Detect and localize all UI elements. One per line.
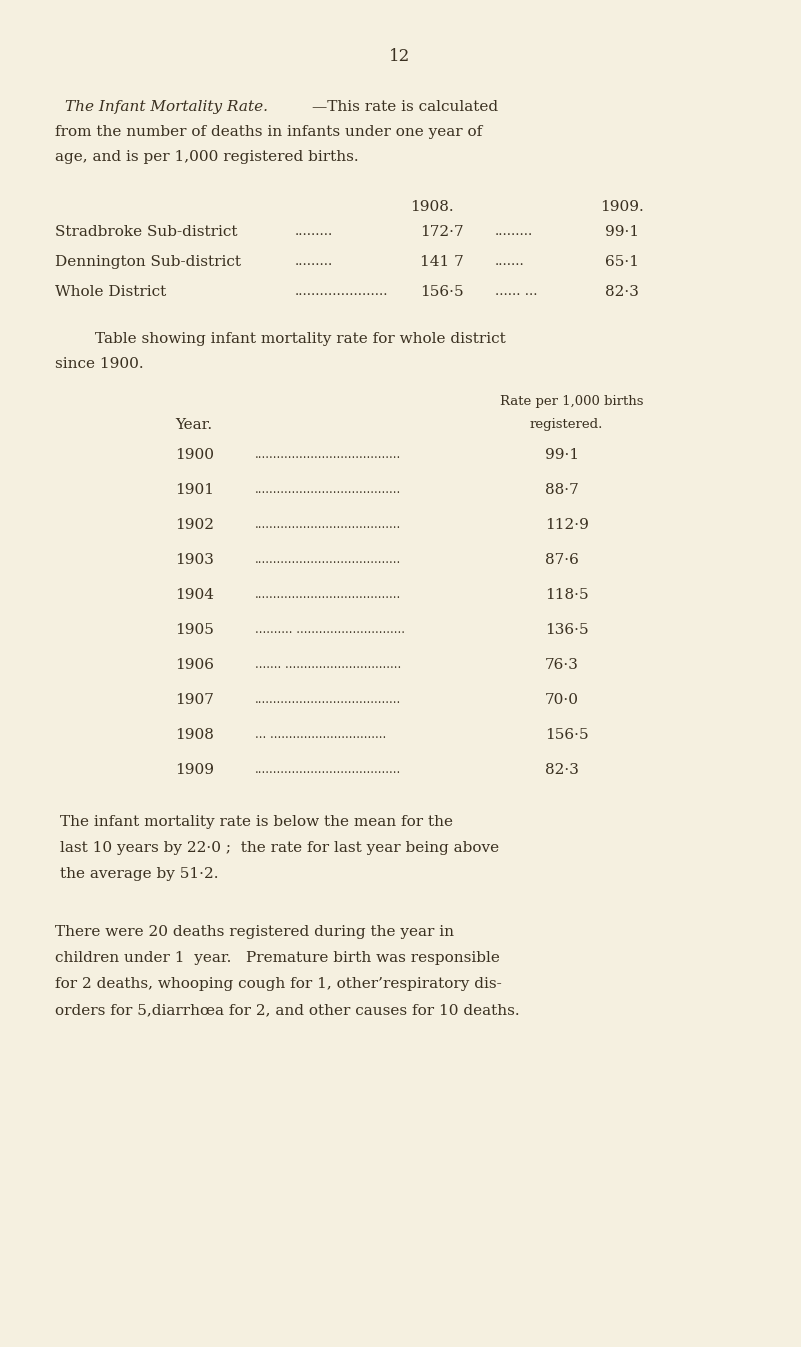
Text: .......................................: ....................................... — [255, 762, 401, 776]
Text: .......................................: ....................................... — [255, 519, 401, 531]
Text: 88·7: 88·7 — [545, 484, 579, 497]
Text: 87·6: 87·6 — [545, 554, 579, 567]
Text: registered.: registered. — [530, 418, 603, 431]
Text: age, and is per 1,000 registered births.: age, and is per 1,000 registered births. — [55, 150, 359, 164]
Text: 99·1: 99·1 — [605, 225, 639, 238]
Text: .........: ......... — [295, 225, 333, 238]
Text: Table showing infant mortality rate for whole district: Table showing infant mortality rate for … — [95, 331, 505, 346]
Text: 99·1: 99·1 — [545, 449, 579, 462]
Text: orders for 5,diarrhœa for 2, and other causes for 10 deaths.: orders for 5,diarrhœa for 2, and other c… — [55, 1004, 520, 1017]
Text: 118·5: 118·5 — [545, 589, 589, 602]
Text: .......................................: ....................................... — [255, 589, 401, 601]
Text: 112·9: 112·9 — [545, 519, 589, 532]
Text: 156·5: 156·5 — [420, 286, 464, 299]
Text: ....... ...............................: ....... ............................... — [255, 657, 401, 671]
Text: The Infant Mortality Rate.: The Infant Mortality Rate. — [65, 100, 268, 114]
Text: ...... ...: ...... ... — [495, 286, 537, 298]
Text: 141 7: 141 7 — [420, 255, 464, 269]
Text: .......................................: ....................................... — [255, 554, 401, 566]
Text: .........: ......... — [495, 225, 533, 238]
Text: Rate per 1,000 births: Rate per 1,000 births — [500, 395, 643, 408]
Text: —This rate is calculated: —This rate is calculated — [312, 100, 498, 114]
Text: ... ...............................: ... ............................... — [255, 727, 386, 741]
Text: last 10 years by 22·0 ;  the rate for last year being above: last 10 years by 22·0 ; the rate for las… — [60, 841, 499, 855]
Text: 172·7: 172·7 — [420, 225, 464, 238]
Text: 1903: 1903 — [175, 554, 214, 567]
Text: from the number of deaths in infants under one year of: from the number of deaths in infants und… — [55, 125, 482, 139]
Text: 1909: 1909 — [175, 762, 214, 777]
Text: 1901: 1901 — [175, 484, 214, 497]
Text: the average by 51·2.: the average by 51·2. — [60, 867, 219, 881]
Text: .......: ....... — [495, 255, 525, 268]
Text: 1908.: 1908. — [410, 199, 453, 214]
Text: The infant mortality rate is below the mean for the: The infant mortality rate is below the m… — [60, 815, 453, 828]
Text: since 1900.: since 1900. — [55, 357, 143, 370]
Text: 1907: 1907 — [175, 692, 214, 707]
Text: 1906: 1906 — [175, 657, 214, 672]
Text: ......................: ...................... — [295, 286, 388, 298]
Text: children under 1  year.   Premature birth was responsible: children under 1 year. Premature birth w… — [55, 951, 500, 964]
Text: 1908: 1908 — [175, 727, 214, 742]
Text: .......................................: ....................................... — [255, 449, 401, 461]
Text: 156·5: 156·5 — [545, 727, 589, 742]
Text: 76·3: 76·3 — [545, 657, 579, 672]
Text: 1909.: 1909. — [600, 199, 644, 214]
Text: .......................................: ....................................... — [255, 484, 401, 496]
Text: 70·0: 70·0 — [545, 692, 579, 707]
Text: .......... .............................: .......... ............................. — [255, 624, 405, 636]
Text: 1900: 1900 — [175, 449, 214, 462]
Text: Year.: Year. — [175, 418, 212, 432]
Text: 82·3: 82·3 — [545, 762, 579, 777]
Text: 65·1: 65·1 — [605, 255, 639, 269]
Text: Whole District: Whole District — [55, 286, 167, 299]
Text: Stradbroke Sub-district: Stradbroke Sub-district — [55, 225, 238, 238]
Text: for 2 deaths, whooping cough for 1, other’respiratory dis-: for 2 deaths, whooping cough for 1, othe… — [55, 977, 501, 991]
Text: 1904: 1904 — [175, 589, 214, 602]
Text: 12: 12 — [389, 48, 411, 65]
Text: .......................................: ....................................... — [255, 692, 401, 706]
Text: 82·3: 82·3 — [605, 286, 639, 299]
Text: .........: ......... — [295, 255, 333, 268]
Text: Dennington Sub-district: Dennington Sub-district — [55, 255, 241, 269]
Text: 136·5: 136·5 — [545, 624, 589, 637]
Text: 1902: 1902 — [175, 519, 214, 532]
Text: 1905: 1905 — [175, 624, 214, 637]
Text: There were 20 deaths registered during the year in: There were 20 deaths registered during t… — [55, 925, 454, 939]
